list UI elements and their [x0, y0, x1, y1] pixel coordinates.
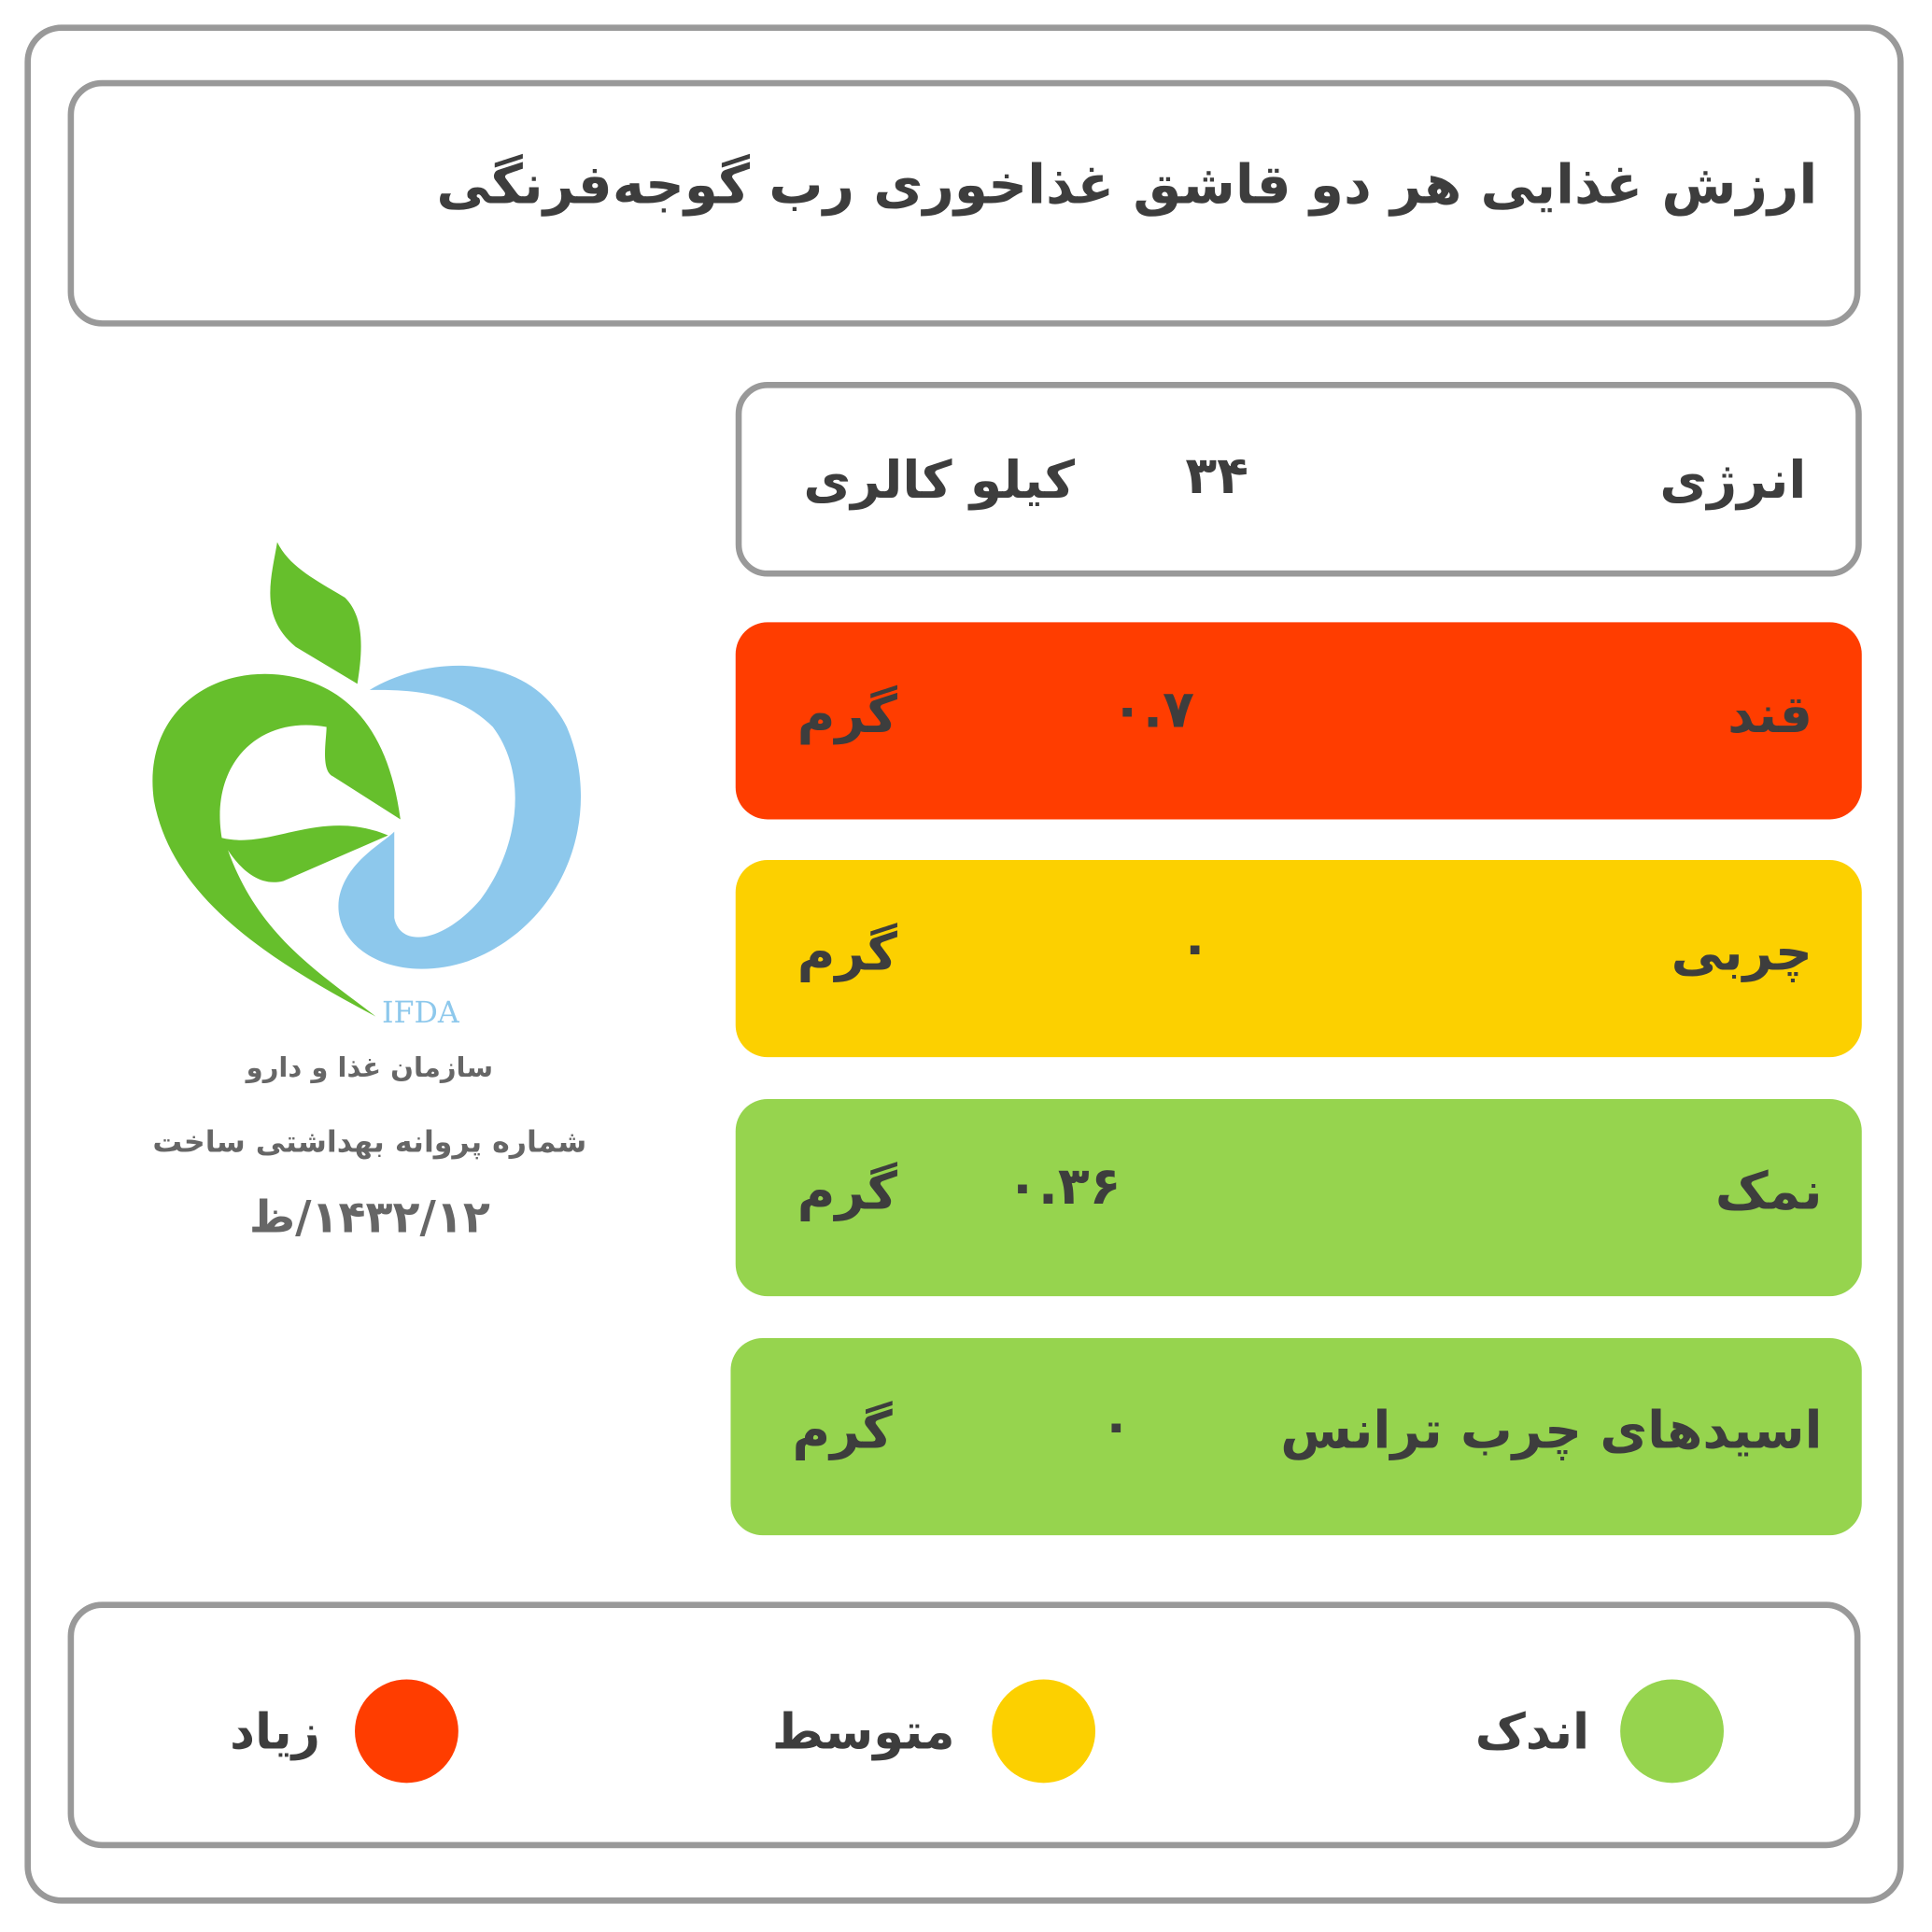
nutrient-unit: گرم	[797, 921, 898, 982]
legend-medium-label: متوسط	[771, 1703, 955, 1761]
nutrient-value: ۰.۷	[1111, 679, 1194, 740]
nutrient-value: ۰	[1100, 1394, 1133, 1456]
nutrient-row-energy: انرژی ۳۴ کیلو کالری	[735, 382, 1862, 577]
nutrient-row-fat: چربی ۰ گرم	[735, 860, 1862, 1058]
nutrient-value: ۳۴	[1185, 444, 1249, 505]
license-number: ۱۴۳۲/۱۲/ظ	[248, 1192, 490, 1244]
nutrient-value: ۰	[1178, 916, 1211, 978]
legend-medium-dot	[992, 1679, 1096, 1784]
nutrient-unit: گرم	[797, 1160, 898, 1221]
nutrient-value: ۰.۳۶	[1007, 1155, 1121, 1217]
label-frame	[24, 24, 1904, 1904]
nutrient-label: چربی	[1671, 921, 1812, 982]
license-label: شماره پروانه بهداشتی ساخت	[152, 1124, 587, 1160]
legend-low-label: اندک	[1474, 1703, 1590, 1761]
legend-high-label: زیاد	[229, 1703, 321, 1761]
nutrient-row-salt: نمک ۰.۳۶ گرم	[735, 1098, 1862, 1297]
legend-high-dot	[355, 1679, 458, 1784]
nutrient-label: قند	[1728, 684, 1812, 744]
nutrient-row-trans-fat: اسیدهای چرب ترانس ۰ گرم	[730, 1337, 1862, 1536]
nutrient-unit: گرم	[797, 684, 898, 744]
ifda-logo-icon: IFDA	[152, 542, 582, 1030]
org-name: سازمان غذا و دارو	[246, 1053, 494, 1085]
page-title: ارزش غذایی هر دو قاشق غذاخوری رب گوجه‌فر…	[436, 153, 1818, 218]
nutrient-label: انرژی	[1659, 449, 1807, 511]
nutrient-label: نمک	[1714, 1160, 1823, 1221]
legend-low-dot	[1620, 1679, 1724, 1784]
nutrient-unit: گرم	[792, 1399, 893, 1460]
nutrient-label: اسیدهای چرب ترانس	[1280, 1399, 1823, 1460]
ifda-logo-text: IFDA	[382, 996, 460, 1030]
nutrient-unit: کیلو کالری	[803, 449, 1075, 511]
nutrient-row-sugar: قند ۰.۷ گرم	[735, 622, 1862, 820]
title-box: ارزش غذایی هر دو قاشق غذاخوری رب گوجه‌فر…	[67, 79, 1861, 327]
legend-box: اندک متوسط زیاد	[67, 1601, 1861, 1849]
